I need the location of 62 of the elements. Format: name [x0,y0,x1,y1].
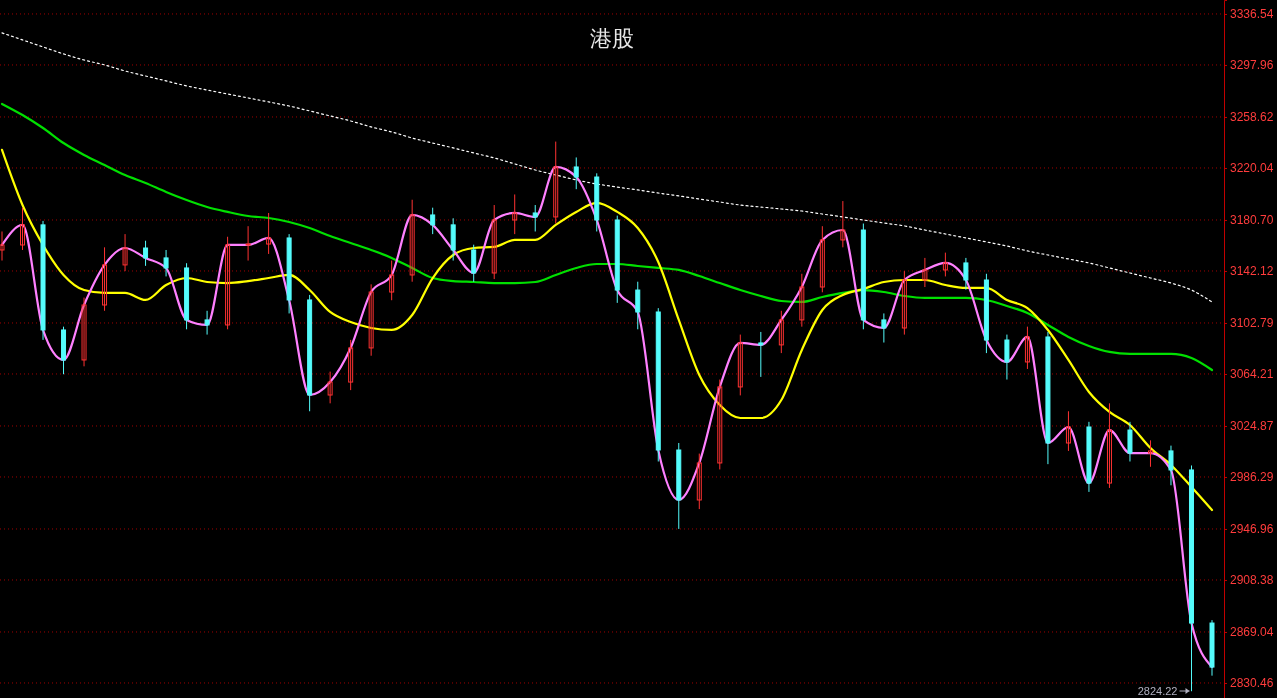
candlestick [901,270,907,336]
candlestick [1168,445,1174,486]
candlestick [368,283,374,357]
candlestick [1065,410,1071,452]
candlestick [1147,439,1153,468]
candlestick [389,260,395,301]
candlestick [163,249,169,277]
candlestick [81,297,87,367]
candlestick [758,331,764,378]
candlestick [573,156,579,190]
candlestick [266,212,272,255]
candlestick [430,207,436,235]
y-tick-label: 3102.79 [1230,316,1274,331]
y-tick-label: 3258.62 [1230,110,1274,125]
y-tick-label: 3064.21 [1230,367,1274,382]
y-tick-label: 2908.38 [1230,573,1274,588]
y-tick-label: 2869.04 [1230,625,1274,640]
candlestick [225,236,231,330]
candlestick [491,204,497,280]
candlestick [799,273,805,328]
y-tick-label: 3142.12 [1230,264,1274,279]
candlestick [696,453,702,510]
candlestick [553,141,559,225]
y-tick-label: 3180.70 [1230,213,1274,228]
y-tick-label: 3220.04 [1230,161,1274,176]
y-tick-label: 3336.54 [1230,7,1274,22]
y-tick-label: 2946.96 [1230,522,1274,537]
candlestick [1004,334,1010,381]
y-tick-label: 3024.87 [1230,419,1274,434]
candlestick [717,379,723,470]
candlestick [0,230,5,262]
candlestick [840,200,846,248]
candlestick [1127,421,1133,462]
candlestick [963,257,969,291]
candlestick [471,244,477,283]
candlestick [881,312,887,344]
candlestick [20,207,26,251]
candlestick [778,310,784,354]
candlestick [122,233,128,272]
candlestick [348,339,354,391]
candlestick [512,193,518,235]
y-tick-label: 3297.96 [1230,58,1274,73]
candlestick [1106,402,1112,489]
candlestick [737,334,743,396]
candlestick [327,371,333,404]
candlestick [819,225,825,293]
candlestick [942,252,948,277]
candlestick [102,246,108,312]
line-series [0,102,1214,372]
candlestick [245,225,251,262]
candlestick [204,310,210,336]
candlestick [922,257,928,288]
text: 港股 [590,26,634,51]
y-tick-label: 2986.29 [1230,470,1274,485]
annotation: 2824.22 [1137,684,1178,697]
line-series [0,148,1214,512]
candlestick [635,281,641,330]
candlestick [409,199,415,283]
candlestick [1024,326,1030,370]
y-tick-label: 2830.46 [1230,676,1274,691]
candlestick [532,204,538,232]
candlestick [143,240,149,267]
